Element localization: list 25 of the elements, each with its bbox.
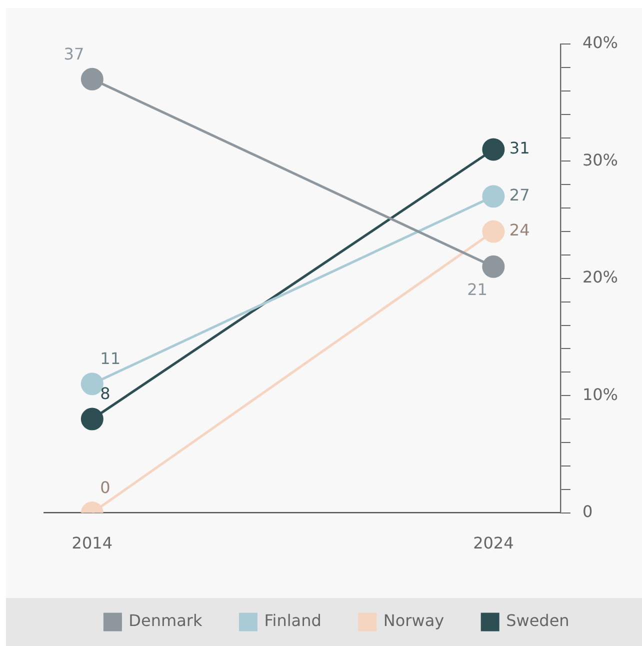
point	[482, 220, 505, 243]
data-label: 24	[509, 220, 530, 240]
data-label: 37	[64, 44, 84, 64]
legend-label: Sweden	[506, 611, 570, 630]
y-tick-label: 10%	[582, 384, 618, 404]
y-tick-label: 30%	[582, 150, 618, 170]
point	[80, 408, 104, 430]
y-tick-label: 20%	[582, 268, 618, 287]
data-label: 31	[509, 138, 530, 158]
point	[482, 255, 505, 278]
legend-label: Denmark	[128, 611, 203, 630]
point	[482, 138, 505, 161]
legend-label: Finland	[264, 611, 322, 630]
point	[80, 68, 104, 90]
data-label: 27	[509, 186, 530, 205]
data-label: 8	[100, 384, 110, 404]
data-label: 11	[100, 349, 121, 368]
legend-label: Norway	[383, 611, 444, 630]
x-tick-label: 2014	[72, 534, 113, 553]
y-tick-label: 40%	[582, 33, 618, 52]
y-tick-label: 0	[582, 502, 593, 521]
data-label: 21	[467, 280, 488, 299]
point	[482, 185, 505, 208]
x-tick-label: 2024	[473, 534, 514, 553]
data-label: 0	[100, 478, 110, 497]
